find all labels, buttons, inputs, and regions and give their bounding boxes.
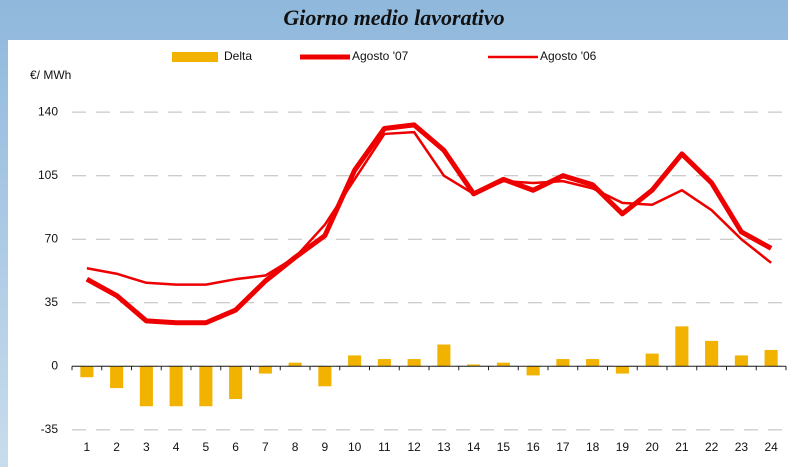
x-tick-label: 13 <box>437 440 451 454</box>
bar <box>586 359 599 366</box>
y-axis-label: €/ MWh <box>30 68 71 82</box>
plot-panel <box>8 40 788 467</box>
y-tick-label: -35 <box>41 422 59 436</box>
legend-swatch <box>172 52 218 62</box>
legend-label: Agosto '07 <box>352 49 409 63</box>
x-tick-label: 9 <box>322 440 329 454</box>
bar <box>110 366 123 388</box>
legend-label: Agosto '06 <box>540 49 597 63</box>
bar <box>765 350 778 366</box>
y-tick-label: 140 <box>38 104 58 118</box>
bar <box>735 355 748 366</box>
bar <box>378 359 391 366</box>
bar <box>616 366 629 373</box>
chart: Giorno medio lavorativo €/ MWh -35035701… <box>0 0 788 467</box>
bar <box>437 345 450 367</box>
x-tick-label: 22 <box>705 440 719 454</box>
x-tick-label: 2 <box>113 440 120 454</box>
x-tick-label: 3 <box>143 440 150 454</box>
x-tick-label: 12 <box>407 440 421 454</box>
bar <box>289 363 302 367</box>
x-tick-label: 16 <box>526 440 540 454</box>
x-tick-label: 23 <box>735 440 749 454</box>
bar <box>705 341 718 366</box>
legend-label: Delta <box>224 49 252 63</box>
chart-title: Giorno medio lavorativo <box>283 5 504 30</box>
bar <box>348 355 361 366</box>
bar <box>170 366 183 406</box>
x-tick-label: 18 <box>586 440 600 454</box>
bar <box>229 366 242 399</box>
bar <box>408 359 421 366</box>
x-tick-label: 11 <box>378 440 391 454</box>
bar <box>259 366 272 373</box>
x-tick-label: 20 <box>645 440 659 454</box>
x-tick-label: 1 <box>84 440 91 454</box>
y-tick-label: 105 <box>38 168 58 182</box>
bar <box>675 326 688 366</box>
y-tick-label: 35 <box>45 295 59 309</box>
bar <box>527 366 540 375</box>
x-tick-label: 6 <box>232 440 239 454</box>
x-tick-label: 17 <box>556 440 570 454</box>
x-tick-label: 14 <box>467 440 481 454</box>
bar <box>497 363 510 367</box>
bar <box>140 366 153 406</box>
x-tick-label: 24 <box>764 440 778 454</box>
bar <box>318 366 331 386</box>
x-tick-label: 4 <box>173 440 180 454</box>
x-tick-label: 19 <box>616 440 630 454</box>
y-tick-label: 0 <box>51 358 58 372</box>
x-tick-label: 5 <box>203 440 210 454</box>
bar <box>80 366 93 377</box>
page: Giorno medio lavorativo €/ MWh -35035701… <box>0 0 788 467</box>
y-tick-label: 70 <box>45 231 59 245</box>
x-tick-label: 7 <box>262 440 269 454</box>
bar <box>556 359 569 366</box>
bar <box>646 354 659 367</box>
x-tick-label: 8 <box>292 440 299 454</box>
x-tick-label: 15 <box>497 440 511 454</box>
bar <box>199 366 212 406</box>
x-tick-label: 10 <box>348 440 362 454</box>
x-tick-label: 21 <box>675 440 689 454</box>
